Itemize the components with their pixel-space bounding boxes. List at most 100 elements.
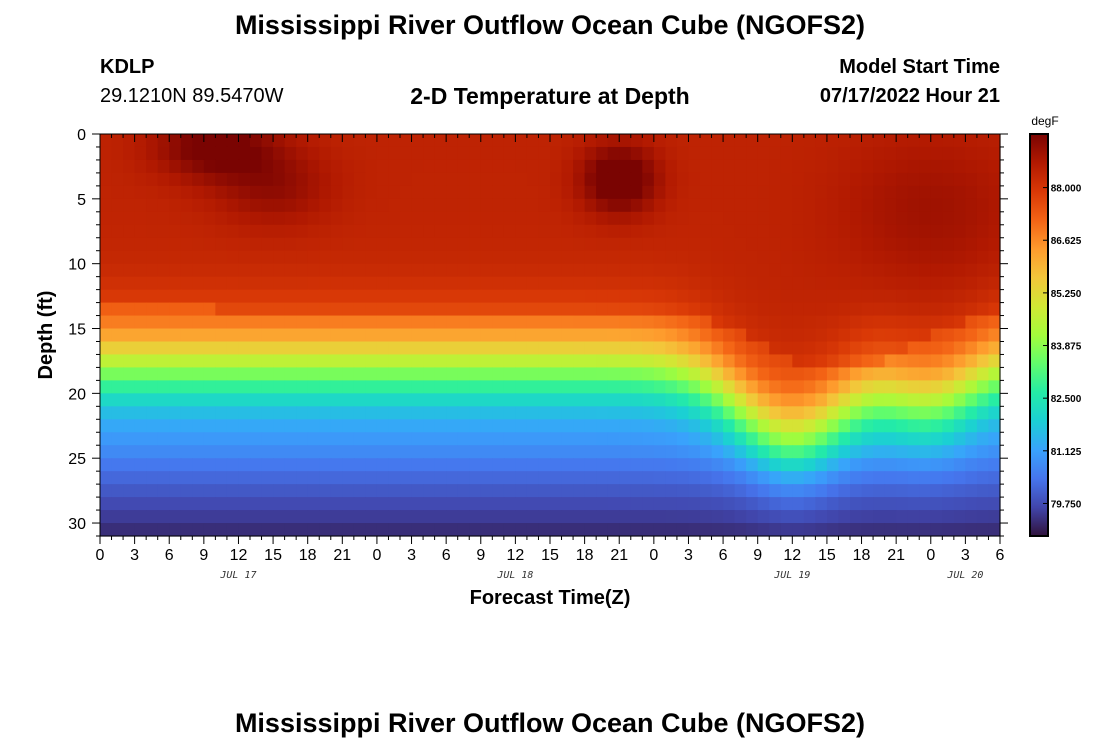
heatmap-cell xyxy=(284,471,297,485)
heatmap-cell xyxy=(457,432,470,446)
heatmap-cell xyxy=(573,198,586,213)
heatmap-cell xyxy=(769,367,782,381)
heatmap-cell xyxy=(238,302,251,317)
heatmap-cell xyxy=(284,406,297,420)
heatmap-cell xyxy=(226,159,240,174)
heatmap-cell xyxy=(734,250,747,265)
heatmap-cell xyxy=(884,172,897,187)
heatmap-cell xyxy=(307,445,320,459)
heatmap-cell xyxy=(896,146,909,161)
heatmap-cell xyxy=(538,276,551,291)
heatmap-cell xyxy=(296,211,309,226)
heatmap-cell xyxy=(273,328,286,343)
heatmap-cell xyxy=(573,497,586,511)
heatmap-cell xyxy=(296,406,309,420)
heatmap-cell xyxy=(711,302,724,317)
heatmap-cell xyxy=(688,237,701,252)
heatmap-cell xyxy=(965,159,978,174)
heatmap-cell xyxy=(642,134,655,148)
heatmap-cell xyxy=(792,276,805,291)
heatmap-cell xyxy=(676,263,690,278)
heatmap-cell xyxy=(942,211,955,226)
heatmap-cell xyxy=(400,315,413,330)
heatmap-cell xyxy=(319,276,332,291)
heatmap-cell xyxy=(757,497,770,511)
heatmap-cell xyxy=(238,380,251,394)
heatmap-cell xyxy=(746,380,759,394)
heatmap-cell xyxy=(503,471,516,485)
heatmap-cell xyxy=(550,263,563,278)
heatmap-cell xyxy=(250,224,263,239)
heatmap-cell xyxy=(792,523,805,537)
heatmap-cell xyxy=(342,328,355,343)
x-tick-label: 3 xyxy=(407,547,416,564)
heatmap-cell xyxy=(907,302,920,317)
heatmap-cell xyxy=(711,484,724,498)
heatmap-cell xyxy=(838,211,851,226)
heatmap-cell xyxy=(723,510,736,524)
heatmap-cell xyxy=(538,263,551,278)
heatmap-cell xyxy=(688,172,701,187)
heatmap-cell xyxy=(919,406,932,420)
heatmap-cell xyxy=(607,315,620,330)
heatmap-cell xyxy=(169,445,182,459)
heatmap-cell xyxy=(457,237,470,252)
heatmap-cell xyxy=(515,315,528,330)
heatmap-cell xyxy=(238,134,251,148)
heatmap-cell xyxy=(919,315,932,330)
heatmap-cell xyxy=(965,263,978,278)
heatmap-cell xyxy=(838,302,851,317)
heatmap-cell xyxy=(861,471,874,485)
heatmap-cell xyxy=(896,484,909,498)
heatmap-cell xyxy=(642,276,655,291)
heatmap-cell xyxy=(400,146,413,161)
heatmap-cell xyxy=(146,237,159,252)
heatmap-cell xyxy=(607,198,620,213)
heatmap-cell xyxy=(884,445,897,459)
heatmap-cell xyxy=(134,419,147,433)
heatmap-cell xyxy=(192,510,205,524)
heatmap-cell xyxy=(942,393,955,407)
heatmap-cell xyxy=(619,315,632,330)
heatmap-cell xyxy=(469,289,482,304)
heatmap-cell xyxy=(111,211,124,226)
heatmap-cell xyxy=(607,406,620,420)
heatmap-cell xyxy=(388,354,401,369)
heatmap-cell xyxy=(353,134,366,148)
heatmap-cell xyxy=(653,250,666,265)
heatmap-cell xyxy=(734,263,747,278)
heatmap-cell xyxy=(111,393,124,407)
heatmap-cell xyxy=(434,341,447,356)
heatmap-cell xyxy=(457,484,470,498)
heatmap-cell xyxy=(630,159,643,174)
heatmap-cell xyxy=(411,172,424,187)
heatmap-cell xyxy=(596,263,609,278)
heatmap-cell xyxy=(700,263,713,278)
heatmap-cell xyxy=(746,328,759,343)
heatmap-cell xyxy=(792,172,805,187)
heatmap-cell xyxy=(250,289,263,304)
heatmap-cell xyxy=(330,315,343,330)
heatmap-cell xyxy=(653,510,666,524)
heatmap-cell xyxy=(434,380,447,394)
heatmap-cell xyxy=(423,198,436,213)
heatmap-cell xyxy=(573,263,586,278)
heatmap-cell xyxy=(688,159,701,174)
heatmap-cell xyxy=(676,419,690,433)
heatmap-cell xyxy=(584,289,597,304)
heatmap-cell xyxy=(157,224,170,239)
heatmap-cell xyxy=(157,510,170,524)
heatmap-cell xyxy=(261,159,274,174)
heatmap-cell xyxy=(850,172,863,187)
heatmap-cell xyxy=(953,237,966,252)
heatmap-cell xyxy=(261,302,274,317)
heatmap-cell xyxy=(400,367,413,381)
heatmap-cell xyxy=(330,198,343,213)
x-tick-label: 0 xyxy=(926,547,935,564)
heatmap-cell xyxy=(665,302,678,317)
heatmap-cell xyxy=(665,315,678,330)
heatmap-cell xyxy=(884,237,897,252)
heatmap-cell xyxy=(146,185,159,200)
heatmap-cell xyxy=(123,146,136,161)
heatmap-cell xyxy=(942,419,955,433)
